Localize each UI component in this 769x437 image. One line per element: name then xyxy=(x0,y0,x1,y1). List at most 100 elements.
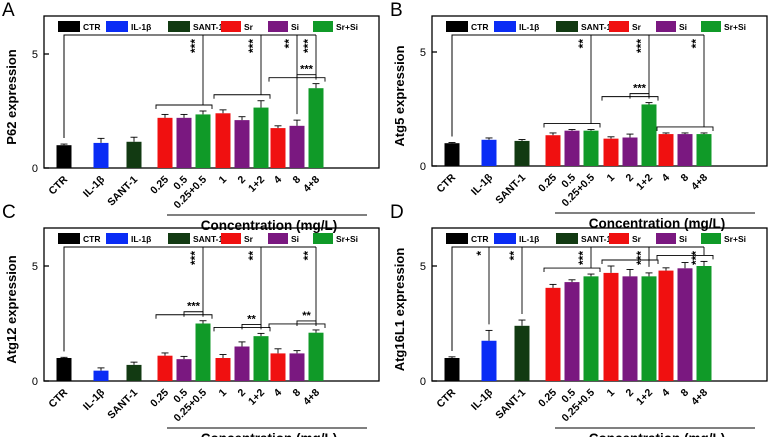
significance-label: *** xyxy=(246,39,260,53)
x-tick-label: CTR xyxy=(46,173,70,197)
legend-entry: IL-1β xyxy=(519,234,539,244)
bar xyxy=(234,346,250,381)
bar xyxy=(56,145,72,168)
legend-swatch xyxy=(268,21,288,32)
y-tick-label: 5 xyxy=(32,261,38,273)
y-tick-label: 5 xyxy=(420,47,426,59)
legend-swatch xyxy=(701,233,721,244)
y-tick-label: 0 xyxy=(32,376,38,388)
x-tick-label: 4 xyxy=(660,172,673,185)
significance-bracket xyxy=(63,34,316,139)
significance-bracket xyxy=(451,34,649,137)
legend-swatch xyxy=(556,233,578,244)
group-cap xyxy=(213,94,271,99)
x-axis-label: Concentration (mg/L) xyxy=(589,216,726,231)
bar xyxy=(176,359,192,381)
significance-label: ** xyxy=(576,39,590,49)
legend-entry: Si xyxy=(291,22,299,32)
bar xyxy=(514,325,530,381)
x-tick-label: IL-1β xyxy=(81,386,108,413)
x-tick-label: 4 xyxy=(660,387,673,400)
x-tick-label: 4+8 xyxy=(301,174,322,195)
group-cap xyxy=(601,96,659,101)
x-axis-label: Concentration (mg/L) xyxy=(589,431,726,437)
legend-swatch xyxy=(446,21,468,32)
group-cap xyxy=(213,326,271,332)
legend-swatch xyxy=(221,233,241,244)
pair-significance-label: ** xyxy=(247,313,256,325)
bar xyxy=(157,117,173,168)
legend-entry: CTR xyxy=(83,234,100,244)
legend-swatch xyxy=(494,21,516,32)
bar xyxy=(215,113,231,168)
legend-swatch xyxy=(656,21,676,32)
legend-swatch xyxy=(168,233,190,244)
x-tick-label: IL-1β xyxy=(469,171,496,198)
significance-label: *** xyxy=(188,39,202,53)
bar xyxy=(126,364,142,381)
legend-entry: Sr+Si xyxy=(724,234,746,244)
y-tick-label: 0 xyxy=(420,161,426,173)
significance-label: ** xyxy=(282,39,296,49)
group-cap xyxy=(268,77,326,82)
panel-letter: D xyxy=(390,202,404,223)
x-tick-label: 2 xyxy=(624,172,637,185)
bar xyxy=(481,340,497,381)
significance-bracket xyxy=(63,246,203,352)
legend-entry: Sr xyxy=(632,22,642,32)
x-tick-label: 8 xyxy=(679,172,692,185)
group-cap xyxy=(656,126,714,131)
x-tick-label: 4+8 xyxy=(301,387,322,408)
legend-swatch xyxy=(221,21,241,32)
legend-entry: Si xyxy=(679,22,687,32)
y-tick-label: 0 xyxy=(420,376,426,388)
bar xyxy=(677,134,693,166)
bar xyxy=(622,276,638,381)
x-tick-label: 8 xyxy=(291,174,304,187)
bar xyxy=(641,104,657,166)
group-cap xyxy=(656,254,714,260)
significance-label: *** xyxy=(634,39,648,53)
significance-bracket xyxy=(451,246,522,351)
legend-swatch xyxy=(313,233,333,244)
bar xyxy=(603,138,619,166)
x-tick-label: 8 xyxy=(679,387,692,400)
panel-letter: C xyxy=(2,202,16,223)
x-tick-label: 1 xyxy=(605,172,618,185)
x-tick-label: SANT-1 xyxy=(493,172,528,207)
axes-frame xyxy=(43,227,380,382)
significance-label: ** xyxy=(689,39,703,49)
legend-entry: SANT-1 xyxy=(193,234,224,244)
x-axis-label: Concentration (mg/L) xyxy=(201,218,338,233)
x-tick-label: 2 xyxy=(236,174,249,187)
legend-swatch xyxy=(609,233,629,244)
x-tick-label: 0.25 xyxy=(536,387,559,410)
bar xyxy=(481,139,497,166)
legend-entry: IL-1β xyxy=(131,234,151,244)
x-tick-label: 0.25 xyxy=(148,174,171,197)
bar xyxy=(253,107,269,168)
x-tick-label: 4+8 xyxy=(689,387,710,408)
bar xyxy=(641,276,657,381)
x-tick-label: 1+2 xyxy=(634,172,655,193)
legend-swatch xyxy=(556,21,578,32)
bar xyxy=(308,332,324,381)
bar xyxy=(564,130,580,166)
significance-label: *** xyxy=(634,251,648,265)
legend-swatch xyxy=(58,21,80,32)
significance-label: *** xyxy=(301,39,315,53)
bar xyxy=(270,128,286,168)
y-axis-label: P62 expression xyxy=(4,49,19,144)
legend-entry: CTR xyxy=(471,234,488,244)
bar xyxy=(215,358,231,381)
significance-label: * xyxy=(474,251,488,256)
bar xyxy=(308,88,324,168)
x-tick-label: IL-1β xyxy=(469,386,496,413)
legend-entry: SANT-1 xyxy=(581,22,612,32)
x-tick-label: 1+2 xyxy=(246,387,267,408)
significance-label: ** xyxy=(246,251,260,261)
x-tick-label: 1+2 xyxy=(634,387,655,408)
x-tick-label: 4 xyxy=(272,174,285,187)
